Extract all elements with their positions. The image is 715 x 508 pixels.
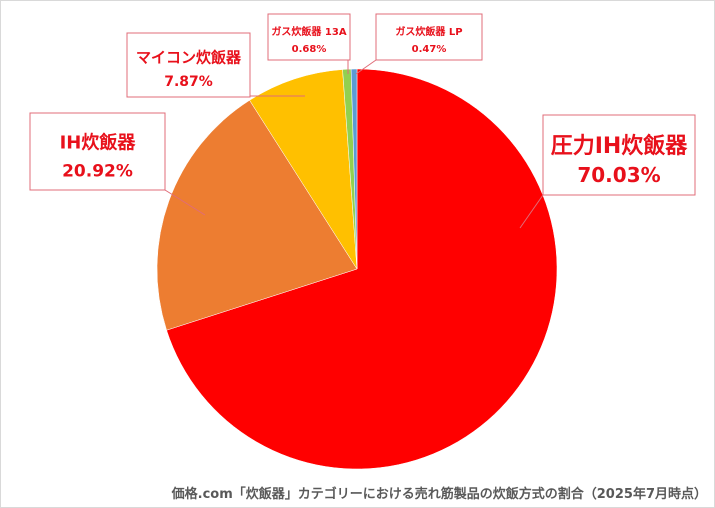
callout-pointer-0 xyxy=(519,194,544,229)
slice-label-4: ガス炊飯器 LP xyxy=(395,25,462,38)
callout-box-2 xyxy=(126,32,251,98)
callout-box-3 xyxy=(267,13,351,61)
slice-value-label-4: 0.47% xyxy=(412,44,447,55)
callout-box-0 xyxy=(542,114,696,196)
pie-slice-1 xyxy=(156,99,358,331)
slice-label-3: ガス炊飯器 13A xyxy=(271,25,346,38)
slice-value-label-3: 0.68% xyxy=(292,44,327,55)
pie-slice-2 xyxy=(249,69,358,270)
slice-value-label-0: 70.03% xyxy=(577,163,660,187)
callout-box-1 xyxy=(29,112,166,191)
pie-slice-4 xyxy=(350,68,358,270)
slice-value-label-1: 20.92% xyxy=(62,162,133,182)
callout-pointer-4 xyxy=(355,59,377,75)
chart-caption: 価格.com「炊飯器」カテゴリーにおける売れ筋製品の炊飯方式の割合（2025年7… xyxy=(171,487,707,502)
callout-pointer-1 xyxy=(164,189,206,216)
slice-label-0: 圧力IH炊飯器 xyxy=(551,133,689,159)
slice-label-2: マイコン炊飯器 xyxy=(136,49,242,67)
slice-value-label-2: 7.87% xyxy=(164,74,213,90)
slice-label-1: IH炊飯器 xyxy=(60,132,137,154)
pie-slice-0 xyxy=(166,68,558,470)
callout-box-4 xyxy=(375,13,483,61)
